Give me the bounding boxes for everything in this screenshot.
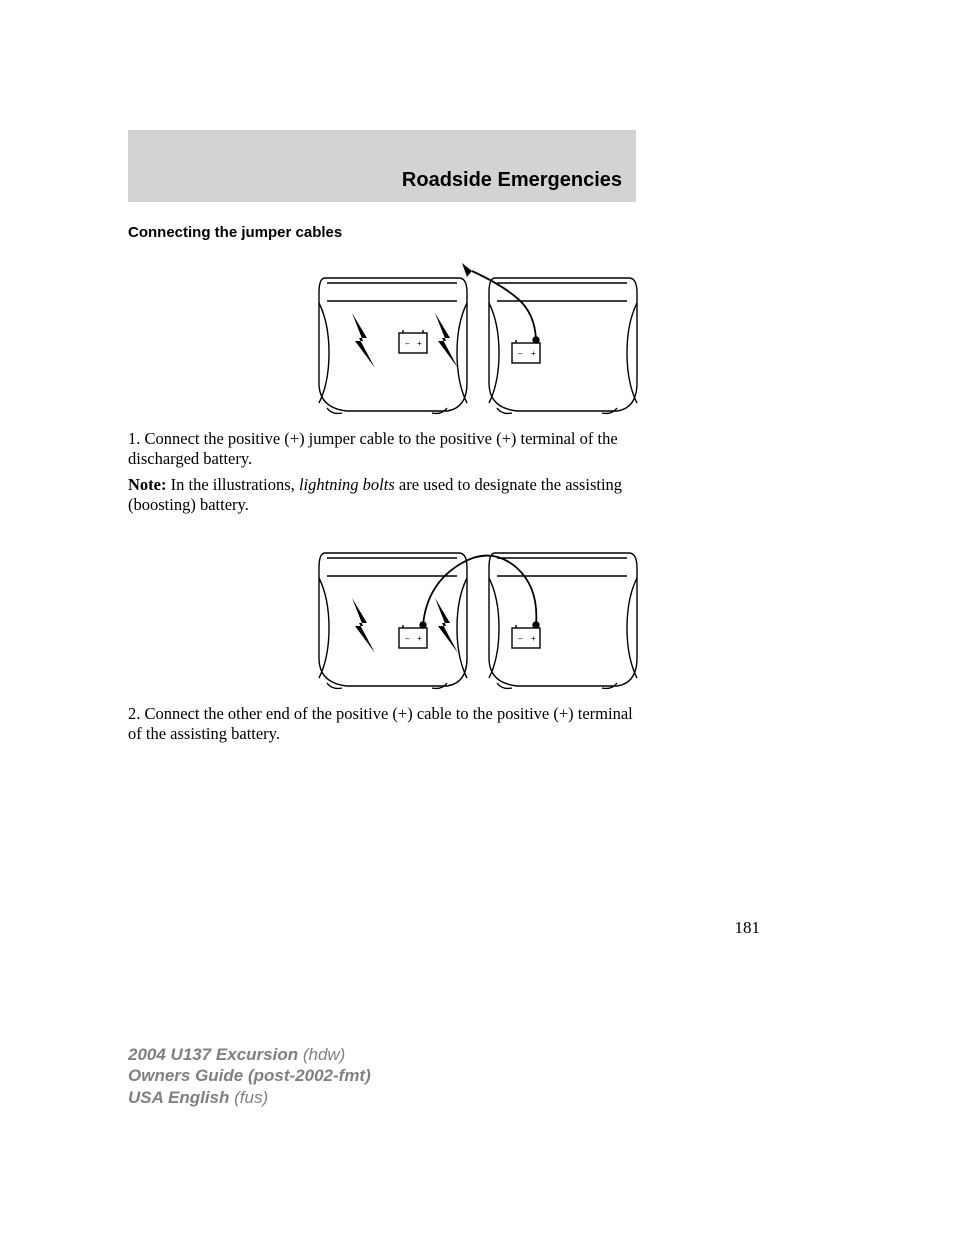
step1-text: 1. Connect the positive (+) jumper cable… [128, 429, 638, 469]
footer-line1: 2004 U137 Excursion (hdw) [128, 1044, 371, 1065]
jumper-diagram-step1: – + – + [307, 253, 647, 423]
footer-line3: USA English (fus) [128, 1087, 371, 1108]
svg-text:–: – [518, 634, 523, 643]
section-header-bar: Roadside Emergencies [128, 130, 636, 202]
footer-l3-bold: USA English [128, 1088, 234, 1107]
svg-text:–: – [405, 634, 410, 643]
svg-text:–: – [518, 349, 523, 358]
page-content: Roadside Emergencies Connecting the jump… [128, 130, 826, 744]
note-label: Note: [128, 475, 166, 494]
document-footer: 2004 U137 Excursion (hdw) Owners Guide (… [128, 1044, 371, 1108]
note-italic: lightning bolts [299, 475, 395, 494]
footer-l3-rest: (fus) [234, 1088, 268, 1107]
step2-text: 2. Connect the other end of the positive… [128, 704, 638, 744]
section-header-title: Roadside Emergencies [402, 169, 622, 192]
jumper-diagram-step2: – + – + [307, 528, 647, 698]
subsection-heading: Connecting the jumper cables [128, 224, 826, 241]
page-number: 181 [735, 918, 761, 938]
svg-text:+: + [531, 634, 536, 643]
svg-text:+: + [417, 634, 422, 643]
footer-l1-bold: 2004 U137 Excursion [128, 1045, 303, 1064]
svg-text:+: + [531, 349, 536, 358]
note-pre: In the illustrations, [166, 475, 298, 494]
footer-l1-rest: (hdw) [303, 1045, 346, 1064]
footer-l2-bold: Owners Guide (post-2002-fmt) [128, 1066, 371, 1085]
svg-text:+: + [417, 339, 422, 348]
svg-text:–: – [405, 339, 410, 348]
note-text: Note: In the illustrations, lightning bo… [128, 475, 638, 515]
footer-line2: Owners Guide (post-2002-fmt) [128, 1065, 371, 1086]
